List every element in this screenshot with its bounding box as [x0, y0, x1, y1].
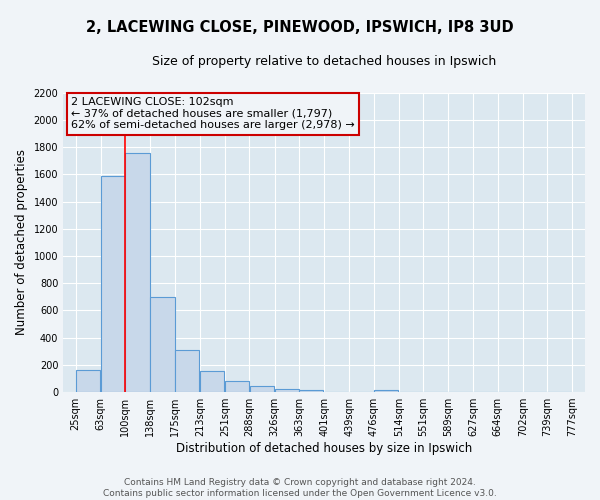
X-axis label: Distribution of detached houses by size in Ipswich: Distribution of detached houses by size …	[176, 442, 472, 455]
Bar	[250, 386, 274, 392]
Bar	[76, 370, 100, 392]
Bar	[225, 381, 250, 392]
Text: Contains HM Land Registry data © Crown copyright and database right 2024.
Contai: Contains HM Land Registry data © Crown c…	[103, 478, 497, 498]
Bar	[275, 390, 299, 392]
Bar	[374, 390, 398, 392]
Y-axis label: Number of detached properties: Number of detached properties	[15, 150, 28, 336]
Bar	[101, 176, 125, 392]
Bar	[200, 371, 224, 392]
Bar	[125, 154, 149, 392]
Bar	[299, 390, 323, 392]
Text: 2 LACEWING CLOSE: 102sqm
← 37% of detached houses are smaller (1,797)
62% of sem: 2 LACEWING CLOSE: 102sqm ← 37% of detach…	[71, 98, 355, 130]
Bar	[151, 297, 175, 392]
Title: Size of property relative to detached houses in Ipswich: Size of property relative to detached ho…	[152, 55, 496, 68]
Bar	[175, 350, 199, 392]
Text: 2, LACEWING CLOSE, PINEWOOD, IPSWICH, IP8 3UD: 2, LACEWING CLOSE, PINEWOOD, IPSWICH, IP…	[86, 20, 514, 35]
